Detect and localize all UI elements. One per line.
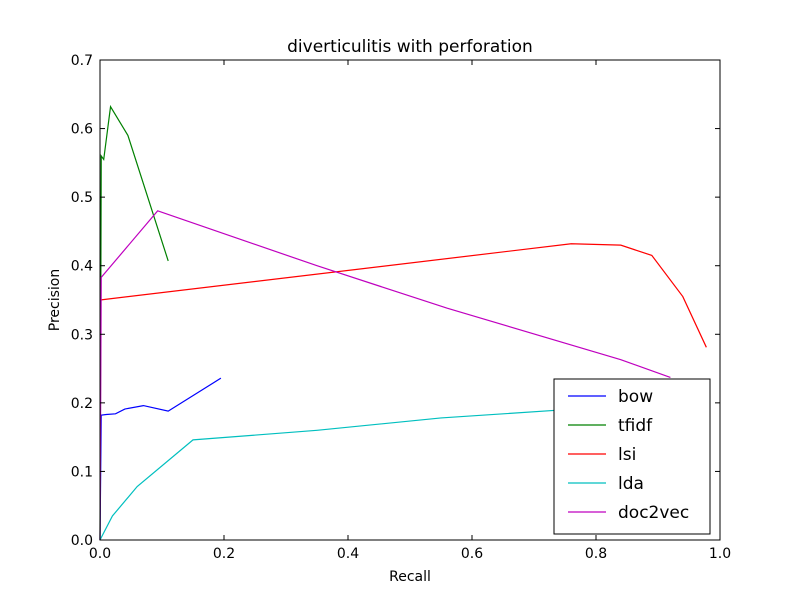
x-tick-label: 0.4 — [337, 546, 359, 562]
series-line-lsi — [99, 243, 707, 348]
ticks-layer: 0.0 0.2 0.4 0.6 0.8 1.0 0.0 0.1 0.2 0.3 0.4 0.5 0.6 0… — [71, 53, 731, 562]
y-tick-label: 0.2 — [71, 396, 93, 412]
y-tick-label: 0.3 — [71, 327, 93, 343]
series-line-bow — [99, 377, 222, 541]
series-layer — [99, 104, 707, 541]
series-line-lda — [99, 407, 597, 541]
legend-label-lda: lda — [618, 474, 644, 494]
legend: bow tfidf lsi lda doc2vec — [553, 378, 711, 535]
y-tick-label: 0.1 — [71, 464, 93, 480]
plot-frame — [99, 59, 721, 541]
chart-title: diverticulitis with perforation — [287, 37, 533, 57]
y-tick-label: 0.5 — [71, 190, 93, 206]
x-axis-label: Recall — [389, 569, 431, 585]
y-tick-label: 0.6 — [71, 122, 93, 138]
y-tick-label: 0.7 — [71, 53, 93, 69]
legend-label-bow: bow — [618, 387, 653, 407]
series-line-tfidf — [99, 104, 169, 541]
x-tick-label: 0.2 — [213, 546, 235, 562]
series-line-doc2vec — [99, 210, 671, 541]
x-tick-label: 0.8 — [585, 546, 607, 562]
legend-label-lsi: lsi — [618, 445, 636, 465]
x-tick-label: 1.0 — [709, 546, 731, 562]
legend-label-doc2vec: doc2vec — [618, 503, 689, 523]
x-tick-label: 0.6 — [461, 546, 483, 562]
y-axis-label: Precision — [47, 269, 63, 331]
y-tick-label: 0.4 — [71, 259, 93, 275]
legend-label-tfidf: tfidf — [618, 416, 653, 436]
x-tick-label: 0.0 — [89, 546, 111, 562]
y-tick-label: 0.0 — [71, 533, 93, 549]
legend-box — [553, 378, 711, 535]
